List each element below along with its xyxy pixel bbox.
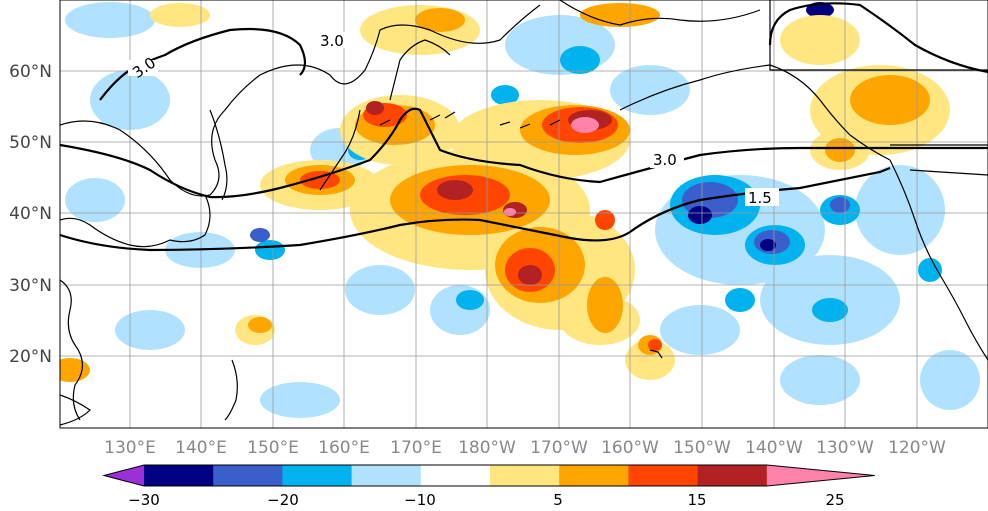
pink-patches (504, 117, 599, 216)
lon-label: 160°W (601, 438, 659, 458)
lon-label: 130°W (816, 438, 874, 458)
colorbar-tick-labels: −30 −20 −10 5 15 25 (128, 491, 844, 509)
lon-label: 170°E (390, 438, 442, 458)
colorbar-swatch (282, 465, 353, 486)
lon-label: 150°E (247, 438, 299, 458)
colorbar-swatches (102, 464, 875, 487)
lat-label: 20°N (9, 347, 52, 367)
navy-patches (688, 2, 834, 251)
contour-label-bg (745, 188, 779, 206)
map-frame (59, 0, 988, 429)
colorbar-swatch (104, 465, 144, 486)
lat-label: 30°N (9, 276, 52, 296)
longitude-labels: 130°E 140°E 150°E 160°E 170°E 180°W 170°… (104, 438, 946, 458)
lat-label: 60°N (9, 62, 52, 82)
colorbar-swatch (213, 465, 283, 486)
colorbar-swatch (559, 465, 629, 486)
coastlines (60, 0, 988, 426)
contour-label-bg (650, 150, 684, 168)
colorbar-tick-label: 25 (825, 491, 844, 509)
colorbar-swatch (490, 465, 560, 486)
lat-label: 50°N (9, 133, 52, 153)
contour-label-bg (316, 32, 346, 48)
contour-label: 3.0 (320, 32, 344, 50)
colorbar-swatch (144, 465, 214, 486)
graticule (60, 0, 988, 428)
colorbar-tick-label: −20 (267, 491, 299, 509)
colorbar-swatch (351, 465, 422, 486)
lat-label: 40°N (9, 204, 52, 224)
lon-label: 170°W (530, 438, 588, 458)
map-panel: 3.0 3.0 3.0 1.5 60°N 50°N 40°N 30°N 20°N… (9, 0, 988, 458)
light-blue-patches (65, 2, 980, 418)
contour-label-group: 3.0 3.0 3.0 1.5 (128, 32, 779, 207)
colorbar-tick-label: −10 (404, 491, 436, 509)
colorbar-outline (102, 464, 875, 487)
colorbar-swatch (766, 465, 875, 486)
contour-label: 1.5 (748, 189, 772, 207)
colorbar-tick-label: −30 (128, 491, 160, 509)
colorbar-tick-label: 15 (687, 491, 706, 509)
latitude-labels: 60°N 50°N 40°N 30°N 20°N (9, 62, 52, 367)
colorbar-swatch (697, 465, 768, 486)
colorbar: −30 −20 −10 5 15 25 (102, 464, 875, 509)
colorbar-swatch (420, 465, 491, 486)
contour-label: 3.0 (653, 151, 677, 169)
lon-label: 150°W (673, 438, 731, 458)
lon-label: 180°W (458, 438, 516, 458)
lon-label: 160°E (318, 438, 370, 458)
lon-label: 140°W (745, 438, 803, 458)
lon-label: 120°W (888, 438, 946, 458)
contour-label-bg (128, 60, 158, 76)
colorbar-tick-label: 5 (553, 491, 563, 509)
lon-label: 130°E (104, 438, 156, 458)
anomaly-field (60, 0, 988, 428)
colorbar-swatch (628, 465, 699, 486)
lon-label: 140°E (175, 438, 227, 458)
